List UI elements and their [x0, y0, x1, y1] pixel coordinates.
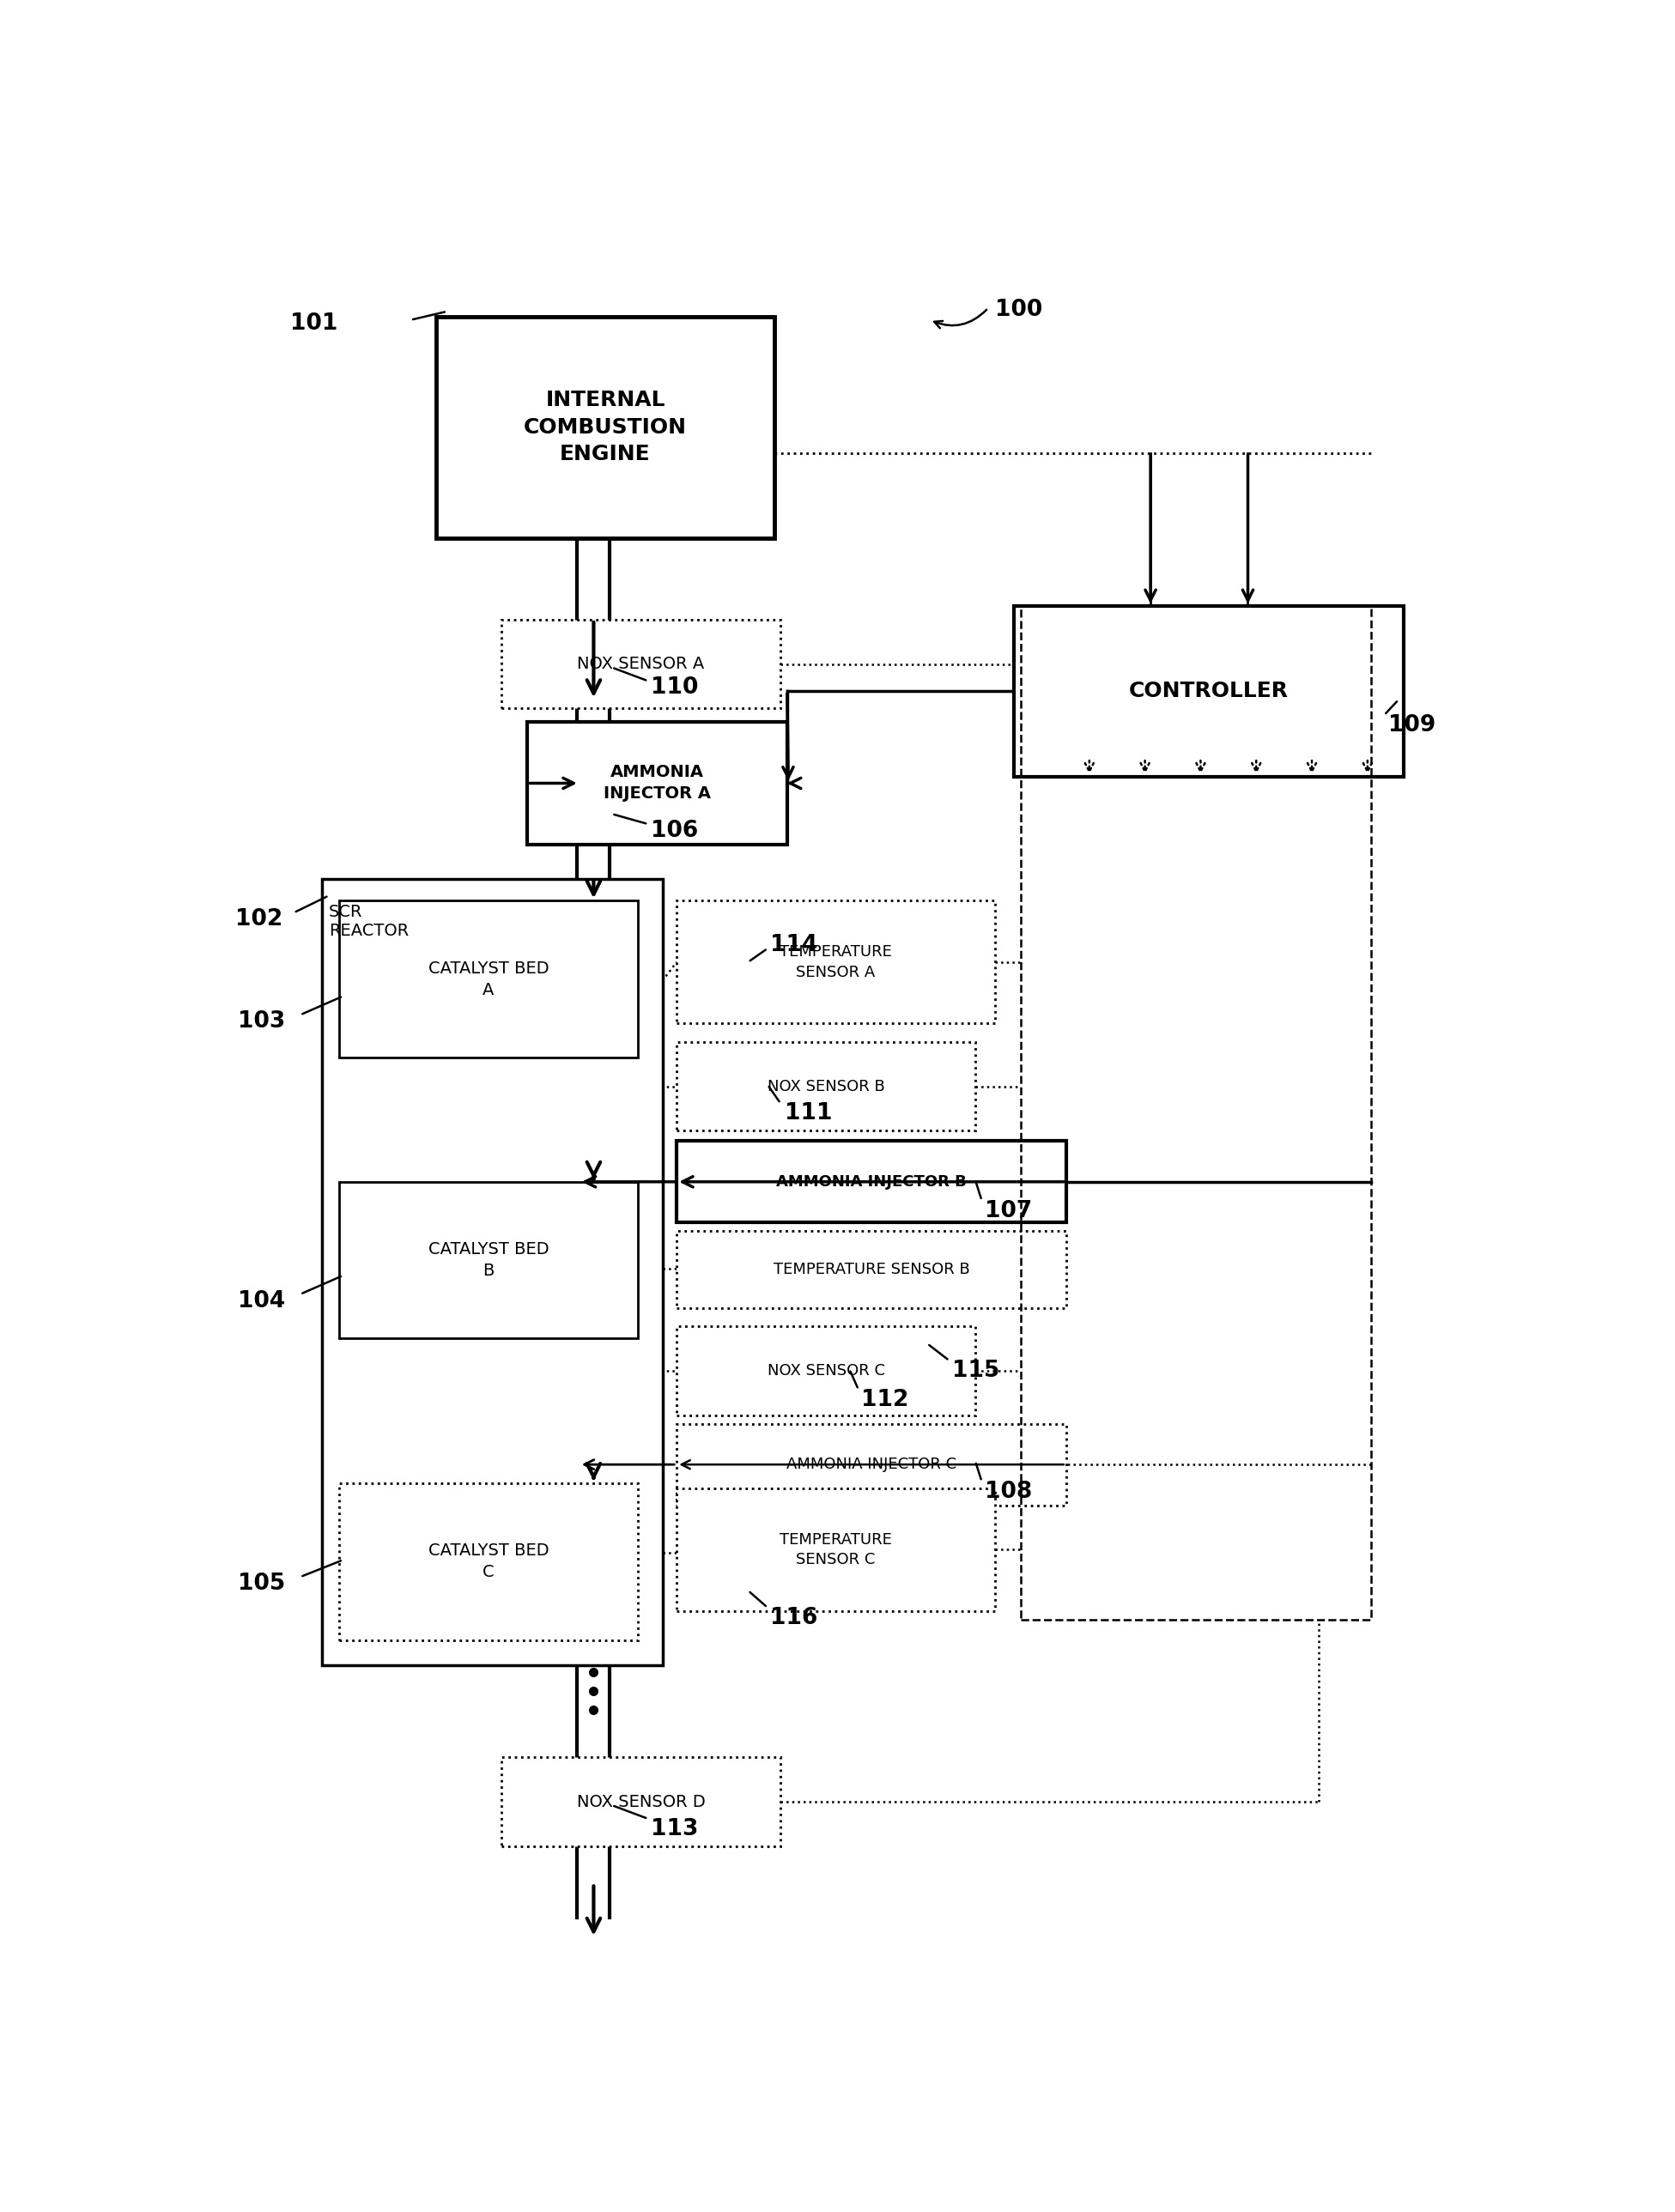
FancyBboxPatch shape: [340, 1181, 638, 1338]
Text: CATALYST BED
A: CATALYST BED A: [429, 960, 549, 998]
Text: TEMPERATURE SENSOR B: TEMPERATURE SENSOR B: [774, 1261, 970, 1276]
Text: 102: 102: [235, 909, 283, 931]
Text: SCR
REACTOR: SCR REACTOR: [328, 905, 409, 940]
Text: INTERNAL
COMBUSTION
ENGINE: INTERNAL COMBUSTION ENGINE: [524, 389, 687, 465]
Text: 111: 111: [784, 1102, 832, 1126]
Text: 112: 112: [861, 1389, 908, 1411]
FancyBboxPatch shape: [677, 1327, 975, 1416]
Text: 110: 110: [652, 677, 698, 699]
FancyBboxPatch shape: [528, 721, 787, 845]
FancyBboxPatch shape: [501, 619, 781, 708]
Text: 115: 115: [951, 1360, 1000, 1382]
Text: 101: 101: [290, 312, 337, 334]
Text: 103: 103: [238, 1011, 285, 1033]
Text: 100: 100: [995, 299, 1042, 321]
Text: AMMONIA INJECTOR C: AMMONIA INJECTOR C: [786, 1458, 956, 1473]
FancyBboxPatch shape: [677, 1489, 995, 1610]
Text: 108: 108: [985, 1480, 1032, 1502]
Text: 105: 105: [238, 1573, 285, 1595]
FancyBboxPatch shape: [340, 1484, 638, 1639]
FancyBboxPatch shape: [677, 1141, 1067, 1223]
Text: NOX SENSOR A: NOX SENSOR A: [578, 655, 705, 672]
Text: 109: 109: [1389, 714, 1435, 737]
FancyBboxPatch shape: [677, 900, 995, 1024]
Text: 116: 116: [770, 1606, 817, 1628]
Text: 107: 107: [985, 1199, 1032, 1221]
Text: CATALYST BED
B: CATALYST BED B: [429, 1241, 549, 1279]
Text: 114: 114: [770, 933, 817, 956]
FancyBboxPatch shape: [677, 1042, 975, 1130]
Text: NOX SENSOR B: NOX SENSOR B: [767, 1079, 884, 1095]
Text: 104: 104: [238, 1290, 285, 1312]
FancyBboxPatch shape: [677, 1232, 1067, 1307]
Text: AMMONIA INJECTOR B: AMMONIA INJECTOR B: [776, 1175, 966, 1190]
FancyBboxPatch shape: [340, 900, 638, 1057]
Text: CATALYST BED
C: CATALYST BED C: [429, 1542, 549, 1582]
FancyBboxPatch shape: [1015, 606, 1404, 776]
Text: 113: 113: [652, 1818, 698, 1840]
Text: TEMPERATURE
SENSOR C: TEMPERATURE SENSOR C: [779, 1533, 891, 1568]
Text: TEMPERATURE
SENSOR A: TEMPERATURE SENSOR A: [779, 945, 891, 980]
Text: NOX SENSOR C: NOX SENSOR C: [767, 1363, 884, 1378]
FancyBboxPatch shape: [437, 316, 774, 538]
Text: NOX SENSOR D: NOX SENSOR D: [576, 1794, 705, 1809]
Text: 106: 106: [652, 821, 698, 843]
FancyBboxPatch shape: [501, 1759, 781, 1847]
Text: CONTROLLER: CONTROLLER: [1129, 681, 1288, 701]
FancyBboxPatch shape: [677, 1425, 1067, 1506]
Text: AMMONIA
INJECTOR A: AMMONIA INJECTOR A: [603, 765, 710, 803]
FancyBboxPatch shape: [322, 878, 662, 1666]
